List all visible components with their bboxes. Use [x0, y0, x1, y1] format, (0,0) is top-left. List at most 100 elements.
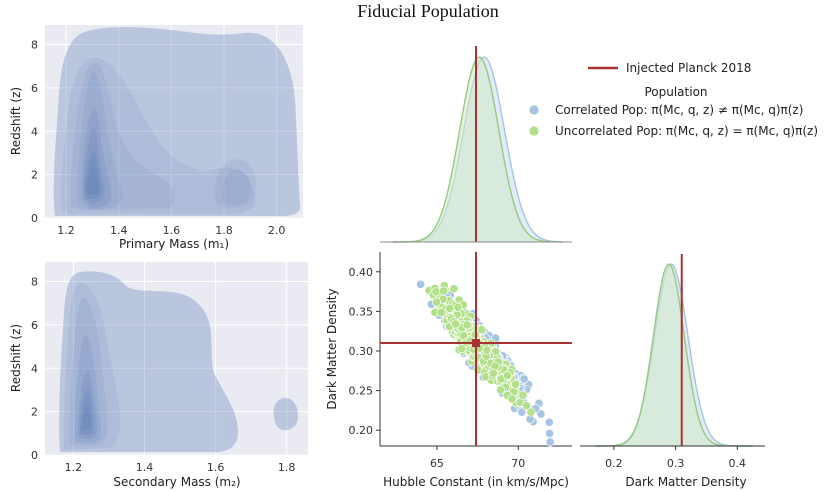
- scatter-point-uncorrelated: [477, 325, 487, 335]
- scatter-point-correlated: [517, 407, 527, 417]
- scatter-point-uncorrelated: [510, 379, 521, 389]
- h0-om-scatter-panel: 65 70 0.20 0.25 0.30 0.35 0.40 Hubble Constan…: [325, 252, 572, 489]
- scatter-ytick-label: 0.35: [349, 305, 374, 318]
- scatter-point-correlated: [416, 279, 426, 289]
- scatter-ytick-label: 0.25: [349, 385, 374, 398]
- secondary-kde-contour-level: [74, 335, 101, 443]
- secondary-kde-xtick-label: 1.4: [136, 461, 154, 474]
- primary-kde-ytick-label: 6: [31, 82, 38, 95]
- legend: Injected Planck 2018 Population Correlat…: [528, 61, 818, 138]
- primary-kde-contour-level: [81, 108, 112, 208]
- figure-title: Fiducial Population: [357, 1, 499, 21]
- h0-marginal-curves: [393, 56, 563, 243]
- primary-kde-ytick-label: 8: [31, 39, 38, 52]
- secondary-kde-contour-level: [59, 271, 239, 452]
- secondary-kde-xticks: 1.2 1.4 1.6 1.8: [65, 461, 296, 474]
- primary-kde-contour-level: [61, 57, 256, 214]
- om-marginal-xtick-label: 0.2: [605, 457, 623, 470]
- primary-kde-contour-level: [214, 159, 256, 208]
- primary-kde-contours: [53, 27, 301, 217]
- scatter-point-uncorrelated: [496, 385, 506, 395]
- primary-kde-contour-level: [53, 27, 301, 217]
- primary-kde-contour-level: [87, 167, 100, 195]
- secondary-kde-yticks: 0 2 4 6 8: [31, 276, 38, 462]
- h0-marginal-fill: [393, 57, 563, 242]
- primary-kde-contour-level: [77, 72, 123, 210]
- legend-title: Population: [644, 85, 707, 99]
- primary-kde-xtick-label: 1.8: [215, 224, 233, 237]
- scatter-point-uncorrelated: [521, 401, 531, 411]
- primary-kde-ytick-label: 4: [31, 125, 38, 138]
- secondary-kde-ytick-label: 8: [31, 276, 38, 289]
- scatter-point-uncorrelated: [526, 407, 536, 417]
- scatter-ytick-label: 0.40: [349, 266, 374, 279]
- scatter-ytick-label: 0.20: [349, 424, 374, 437]
- secondary-kde-ylabel: Redshift (z): [9, 324, 23, 392]
- h0-marginal-line: [393, 56, 563, 243]
- scatter-point-uncorrelated: [507, 394, 517, 404]
- scatter-ytick-label: 0.30: [349, 345, 374, 358]
- scatter-point-uncorrelated: [453, 302, 463, 312]
- primary-kde-ytick-label: 0: [31, 212, 38, 225]
- scatter-xtick-label: 70: [511, 457, 525, 470]
- primary-kde-contour-level: [83, 128, 105, 204]
- scatter-points: [416, 279, 555, 447]
- legend-injected-label: Injected Planck 2018: [626, 61, 751, 75]
- primary-kde-xtick-label: 1.4: [110, 224, 128, 237]
- secondary-kde-xlabel: Secondary Mass (m₂): [113, 475, 240, 489]
- secondary-kde-background: [45, 262, 308, 455]
- primary-kde-xticks: 1.2 1.4 1.6 1.8 2.0: [57, 224, 285, 237]
- scatter-point-correlated: [544, 428, 555, 438]
- secondary-kde-contour-level: [63, 282, 121, 450]
- primary-kde-contour-level: [70, 62, 175, 210]
- legend-correlated-label: Correlated Pop: π(Mc, q, z) ≠ π(Mc, q)π(…: [555, 103, 803, 117]
- legend-correlated-marker: [528, 104, 540, 116]
- scatter-point-uncorrelated: [431, 287, 441, 297]
- primary-kde-xtick-label: 2.0: [268, 224, 286, 237]
- scatter-injected-marker: [472, 339, 480, 348]
- primary-kde-contour-level: [85, 152, 102, 199]
- secondary-kde-contours: [59, 271, 298, 452]
- primary-kde-xlabel: Primary Mass (m₁): [119, 237, 229, 251]
- secondary-kde-xtick-label: 1.6: [207, 461, 225, 474]
- scatter-point-uncorrelated: [502, 370, 513, 381]
- primary-kde-yticks: 0 2 4 6 8: [31, 39, 38, 225]
- scatter-point-uncorrelated: [451, 319, 461, 329]
- primary-kde-background: [45, 25, 303, 218]
- scatter-point-correlated: [519, 374, 529, 384]
- scatter-xticks: 65 70: [430, 446, 525, 470]
- legend-uncorrelated-label: Uncorrelated Pop: π(Mc, q, z) = π(Mc, q)…: [555, 124, 818, 138]
- primary-kde-contour-level: [221, 169, 250, 205]
- om-marginal-xticks: 0.2 0.3 0.4: [605, 446, 746, 470]
- scatter-point-uncorrelated: [518, 390, 528, 400]
- secondary-kde-panel: 1.2 1.4 1.6 1.8 0 2 4 6 8 Secondary Mass (m₂) R…: [9, 262, 308, 489]
- scatter-point-uncorrelated: [449, 284, 459, 294]
- scatter-point-uncorrelated: [462, 320, 472, 330]
- scatter-yticks: 0.20 0.25 0.30 0.35 0.40: [349, 266, 380, 437]
- legend-uncorrelated-marker: [528, 125, 540, 137]
- om-marginal-curves: [595, 263, 753, 447]
- secondary-kde-contour-level: [273, 397, 298, 430]
- scatter-xlabel: Hubble Constant (in km/s/Mpc): [383, 475, 569, 489]
- scatter-point-correlated: [544, 417, 554, 427]
- h0-marginal-panel: [380, 46, 572, 243]
- scatter-point-uncorrelated: [436, 307, 446, 318]
- om-marginal-xtick-label: 0.3: [667, 457, 685, 470]
- secondary-kde-ytick-label: 6: [31, 319, 38, 332]
- scatter-point-uncorrelated: [457, 344, 467, 354]
- secondary-kde-ytick-label: 2: [31, 406, 38, 419]
- scatter-point-uncorrelated: [439, 286, 449, 296]
- scatter-point-uncorrelated: [445, 303, 455, 313]
- scatter-point-uncorrelated: [488, 368, 498, 378]
- primary-kde-xtick-label: 1.6: [163, 224, 181, 237]
- secondary-kde-contour-level: [82, 404, 91, 430]
- primary-kde-ylabel: Redshift (z): [9, 87, 23, 155]
- om-marginal-panel: 0.2 0.3 0.4 Dark Matter Density: [580, 254, 765, 489]
- secondary-kde-xtick-label: 1.8: [278, 461, 296, 474]
- om-marginal-xlabel: Dark Matter Density: [625, 475, 746, 489]
- scatter-point-correlated: [545, 437, 555, 447]
- primary-kde-xtick-label: 1.2: [57, 224, 75, 237]
- om-marginal-fill: [595, 264, 753, 446]
